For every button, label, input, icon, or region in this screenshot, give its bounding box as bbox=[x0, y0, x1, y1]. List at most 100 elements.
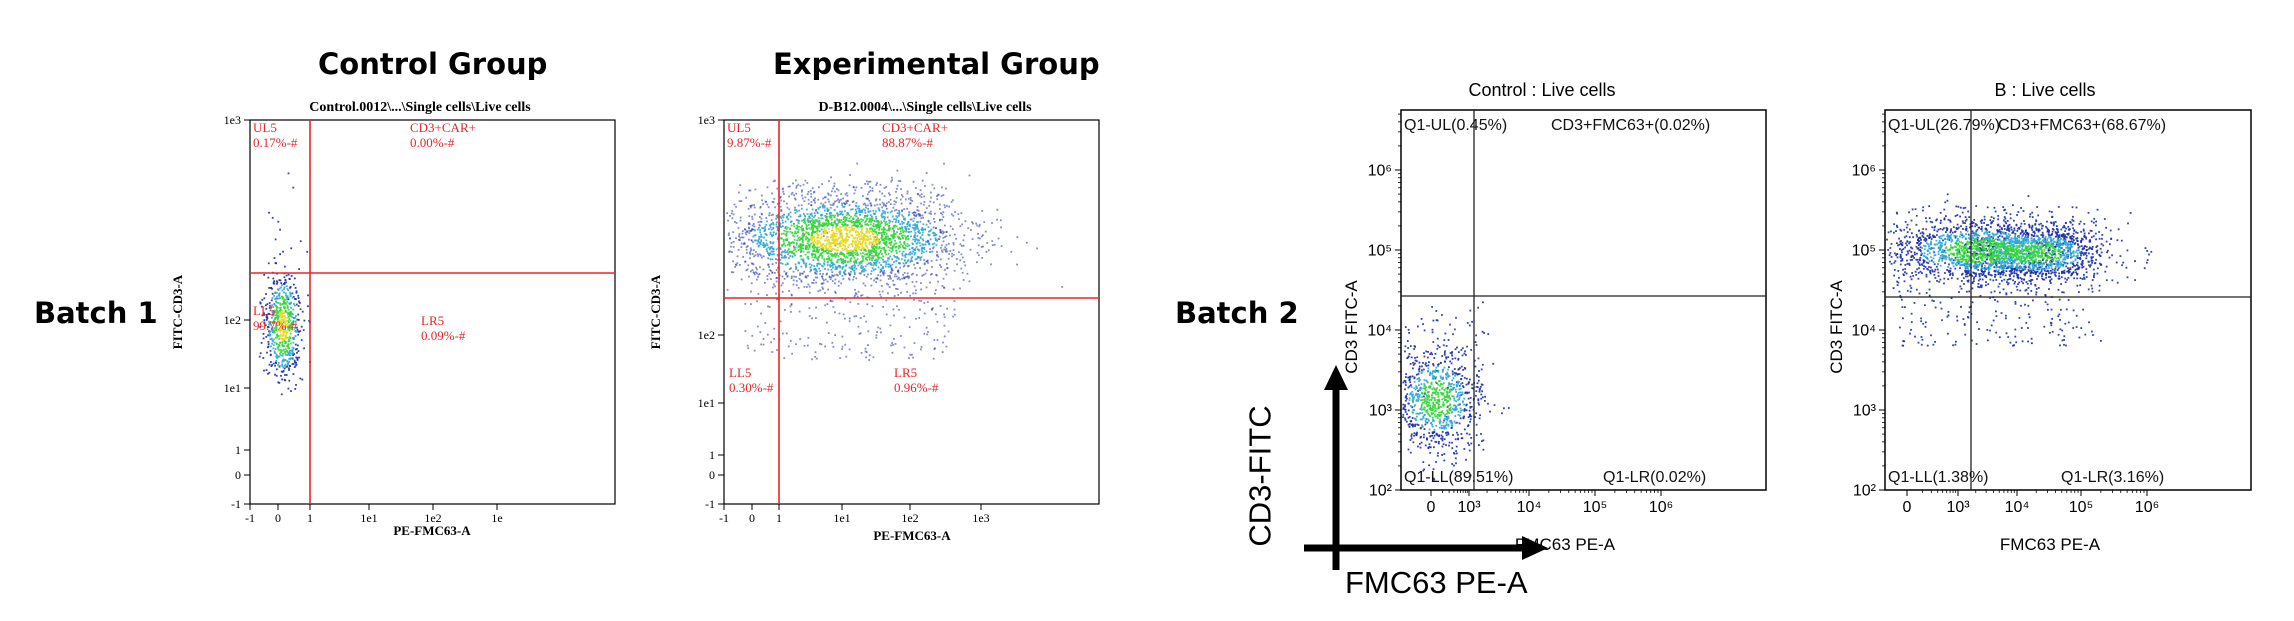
event-dot bbox=[933, 348, 936, 350]
event-dot bbox=[918, 229, 920, 232]
event-dot bbox=[931, 308, 933, 311]
event-dot bbox=[799, 246, 801, 249]
y-tick-label: 10⁵ bbox=[1852, 243, 1876, 260]
event-dot bbox=[918, 214, 921, 217]
event-dot bbox=[921, 246, 924, 249]
event-dot bbox=[1478, 417, 1481, 420]
event-dot bbox=[279, 329, 281, 331]
event-dot bbox=[1404, 419, 1407, 421]
event-dot bbox=[813, 224, 816, 227]
event-dot bbox=[1897, 281, 1900, 284]
event-dot bbox=[286, 311, 289, 314]
event-dot bbox=[945, 345, 948, 348]
event-dot bbox=[284, 352, 287, 355]
event-dot bbox=[1016, 236, 1019, 238]
event-dot bbox=[273, 282, 276, 285]
event-dot bbox=[867, 193, 869, 196]
event-dot bbox=[958, 218, 960, 221]
event-dot bbox=[888, 286, 891, 288]
event-dot bbox=[786, 251, 788, 253]
event-dot bbox=[909, 251, 912, 253]
event-dot bbox=[799, 272, 801, 275]
event-dot bbox=[1892, 287, 1895, 289]
event-dot bbox=[797, 249, 800, 251]
event-dot bbox=[747, 207, 750, 210]
event-dot bbox=[276, 295, 278, 298]
event-dot bbox=[828, 250, 830, 252]
event-dot bbox=[764, 281, 766, 284]
event-dot bbox=[267, 262, 270, 265]
event-dot bbox=[284, 359, 287, 362]
event-dot bbox=[1926, 344, 1929, 347]
event-dot bbox=[881, 290, 884, 293]
event-dot bbox=[797, 215, 800, 218]
event-dot bbox=[875, 215, 877, 218]
event-dot bbox=[914, 187, 917, 189]
event-dot bbox=[275, 316, 278, 319]
event-dot bbox=[274, 373, 276, 376]
event-dot bbox=[899, 246, 902, 249]
event-dot bbox=[1404, 326, 1407, 328]
event-dot bbox=[1433, 397, 1436, 399]
event-dot bbox=[892, 236, 894, 239]
event-dot bbox=[940, 212, 942, 214]
event-dot bbox=[841, 260, 844, 263]
event-dot bbox=[780, 256, 783, 259]
event-dot bbox=[785, 233, 788, 235]
batch1-label: Batch 1 bbox=[34, 296, 158, 330]
event-dot bbox=[1426, 398, 1428, 401]
event-dot bbox=[775, 269, 778, 271]
event-dot bbox=[1408, 379, 1411, 382]
event-dot bbox=[828, 275, 831, 278]
event-dot bbox=[272, 347, 275, 350]
event-dot bbox=[926, 259, 929, 262]
event-dot bbox=[789, 228, 791, 230]
event-dot bbox=[814, 267, 816, 270]
x-tick-label: 10⁶ bbox=[1649, 499, 1673, 516]
event-dot bbox=[828, 213, 831, 215]
event-dot bbox=[891, 176, 893, 179]
event-dot bbox=[287, 297, 290, 299]
event-dot bbox=[822, 232, 825, 235]
event-dot bbox=[1958, 251, 1961, 253]
event-dot bbox=[277, 381, 280, 384]
event-dot bbox=[2115, 261, 2118, 264]
event-dot bbox=[1432, 401, 1434, 404]
event-dot bbox=[1446, 431, 1448, 434]
event-dot bbox=[868, 220, 870, 223]
event-dot bbox=[855, 186, 858, 189]
event-dot bbox=[856, 295, 859, 298]
event-dot bbox=[811, 238, 814, 241]
event-dot bbox=[1447, 339, 1450, 341]
event-dot bbox=[757, 221, 760, 224]
event-dot bbox=[835, 195, 838, 197]
event-dot bbox=[866, 303, 869, 306]
y-tick-label: 10² bbox=[1853, 483, 1877, 500]
event-dot bbox=[1423, 352, 1425, 354]
event-dot bbox=[1507, 407, 1510, 409]
event-dot bbox=[857, 325, 860, 328]
event-dot bbox=[267, 345, 270, 348]
event-dot bbox=[1463, 448, 1466, 450]
event-dot bbox=[889, 266, 892, 268]
event-dot bbox=[840, 236, 842, 239]
event-dot bbox=[909, 202, 912, 205]
event-dot bbox=[274, 291, 277, 294]
event-dot bbox=[897, 271, 900, 274]
event-dot bbox=[261, 314, 264, 317]
event-dot bbox=[1429, 353, 1432, 355]
event-dot bbox=[766, 186, 769, 189]
event-dot bbox=[1416, 431, 1418, 434]
event-dot bbox=[876, 182, 878, 184]
event-dot bbox=[881, 253, 883, 255]
event-dot bbox=[846, 226, 849, 228]
event-dot bbox=[1407, 355, 1410, 358]
event-dot bbox=[1449, 406, 1452, 409]
event-dot bbox=[899, 198, 902, 201]
event-dot bbox=[857, 218, 859, 221]
event-dot bbox=[1954, 267, 1957, 270]
event-dot bbox=[929, 238, 932, 241]
event-dot bbox=[1441, 369, 1444, 372]
event-dot bbox=[824, 345, 826, 348]
event-dot bbox=[1454, 415, 1457, 417]
